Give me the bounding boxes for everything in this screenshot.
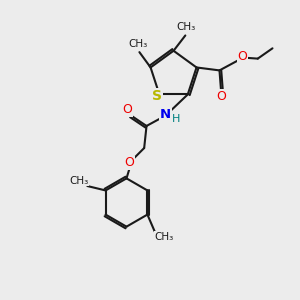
Text: CH₃: CH₃ [128, 39, 148, 49]
Text: CH₃: CH₃ [155, 232, 174, 242]
Text: O: O [123, 103, 133, 116]
Text: CH₃: CH₃ [69, 176, 88, 186]
Text: CH₃: CH₃ [176, 22, 196, 32]
Text: H: H [172, 114, 180, 124]
Text: O: O [124, 156, 134, 169]
Text: S: S [152, 89, 162, 103]
Text: O: O [237, 50, 247, 63]
Text: N: N [160, 108, 171, 121]
Text: O: O [216, 89, 226, 103]
